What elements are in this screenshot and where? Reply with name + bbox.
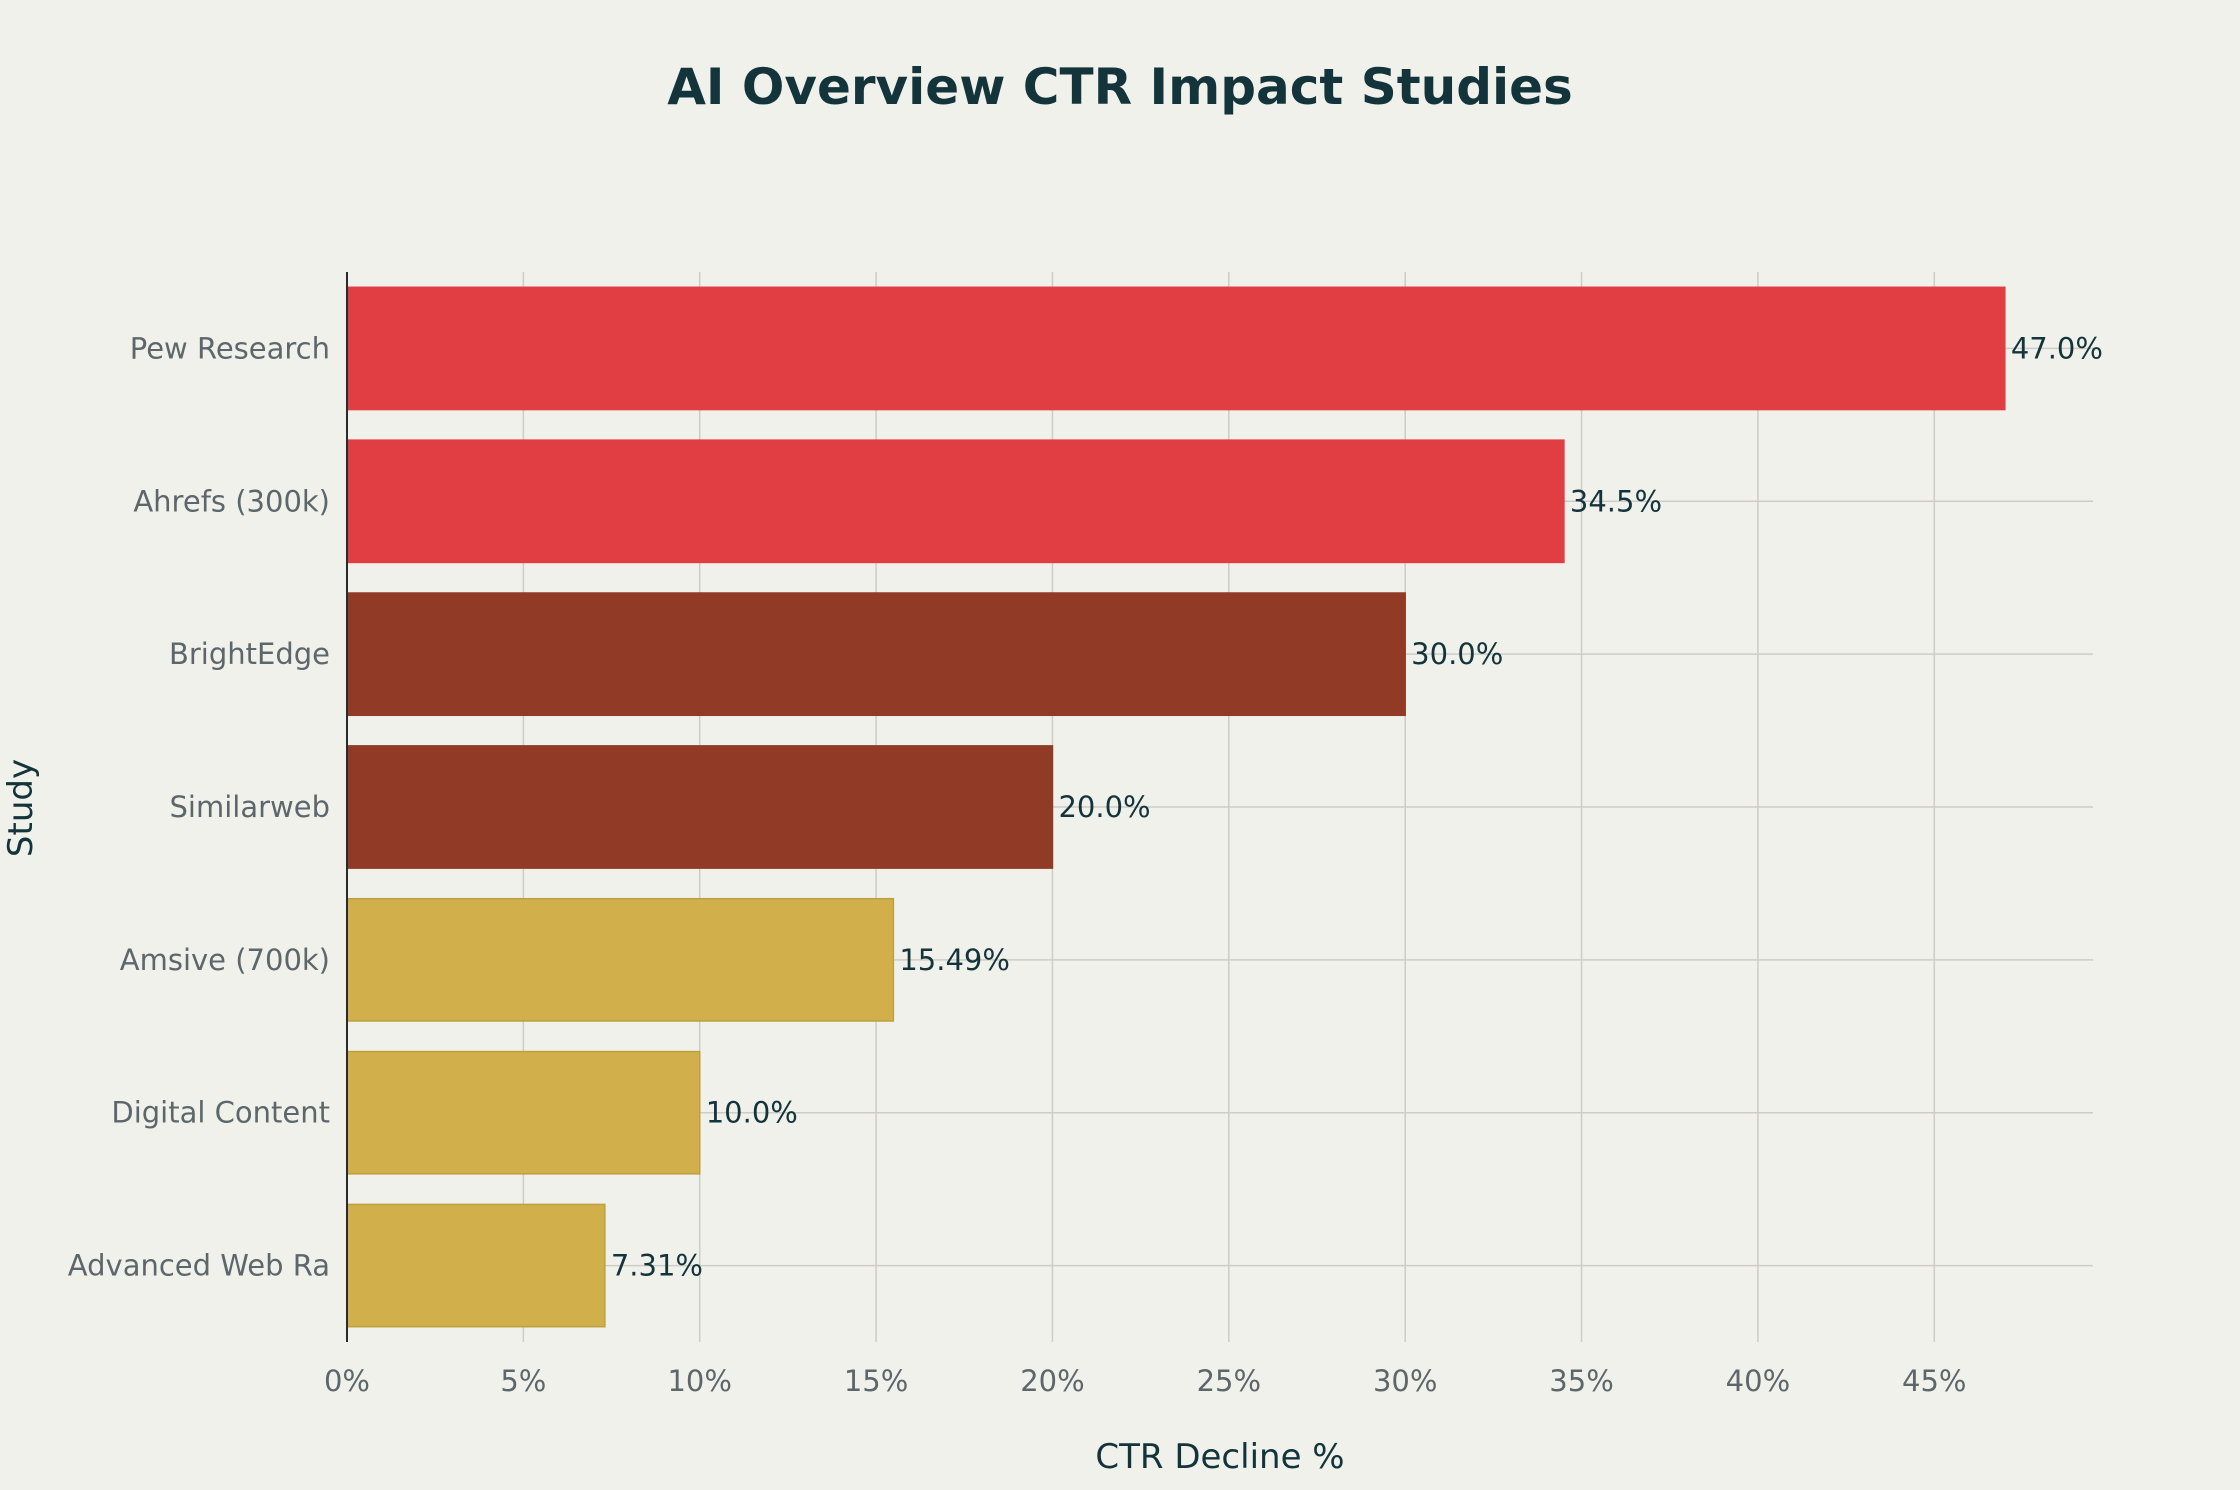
x-tick-label: 25% <box>1197 1364 1261 1398</box>
x-tick-label: 10% <box>667 1364 731 1398</box>
y-tick-label: Amsive (700k) <box>120 943 330 977</box>
x-tick-label: 35% <box>1549 1364 1613 1398</box>
bar <box>346 592 1406 717</box>
x-tick-label: 40% <box>1726 1364 1790 1398</box>
bar <box>346 286 2006 411</box>
y-tick-labels: Pew Research Ahrefs (300k) BrightEdge Simil… <box>68 331 330 1282</box>
data-label: 47.0% <box>2011 331 2103 365</box>
chart-title: AI Overview CTR Impact Studies <box>667 58 1573 116</box>
x-tick-label: 30% <box>1373 1364 1437 1398</box>
y-tick-label: Pew Research <box>130 331 330 365</box>
data-label: 34.5% <box>1570 484 1662 518</box>
y-tick-label: Ahrefs (300k) <box>133 484 330 518</box>
y-tick-label: Advanced Web Ra <box>68 1249 330 1283</box>
x-tick-label: 0% <box>324 1364 370 1398</box>
data-label: 7.31% <box>611 1249 703 1283</box>
bar <box>346 1050 701 1175</box>
x-tick-label: 20% <box>1020 1364 1084 1398</box>
data-label: 15.49% <box>899 943 1010 977</box>
data-labels: 47.0% 34.5% 30.0% 20.0% 15.49% 10.0% 7.31% <box>611 331 2103 1282</box>
y-tick-label: Similarweb <box>170 790 331 824</box>
bars <box>346 286 2006 1328</box>
x-tick-labels: 0% 5% 10% 15% 20% 25% 30% 35% 40% 45% <box>324 1364 1967 1398</box>
y-axis-title: Study <box>1 759 41 857</box>
y-tick-label: Digital Content <box>111 1096 330 1130</box>
x-tick-label: 5% <box>500 1364 546 1398</box>
bar <box>346 1203 606 1328</box>
bar <box>346 439 1565 564</box>
x-tick-label: 15% <box>844 1364 908 1398</box>
x-axis-title: CTR Decline % <box>1095 1437 1344 1477</box>
y-tick-label: BrightEdge <box>169 637 330 671</box>
data-label: 10.0% <box>706 1096 798 1130</box>
x-tick-label: 45% <box>1902 1364 1966 1398</box>
bar <box>346 897 895 1022</box>
data-label: 20.0% <box>1058 790 1150 824</box>
bar <box>346 745 1054 869</box>
data-label: 30.0% <box>1411 637 1503 671</box>
